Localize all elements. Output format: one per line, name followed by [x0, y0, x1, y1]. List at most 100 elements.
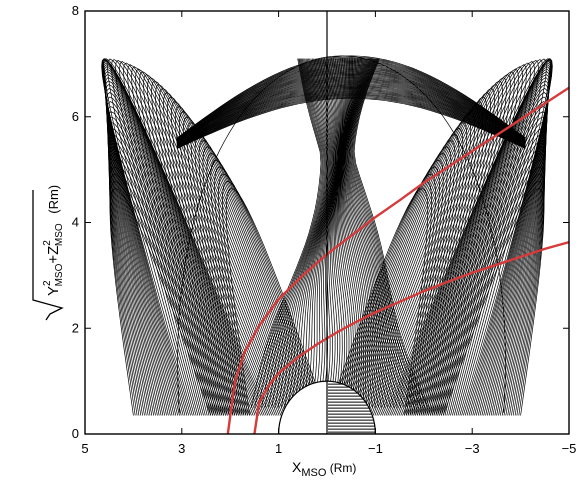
- field-line-crown: [176, 88, 526, 147]
- y-axis-z-sub: MSO: [54, 223, 65, 246]
- y-tick-label: 6: [72, 109, 79, 124]
- field-line-crown: [176, 84, 526, 146]
- field-line-central: [348, 58, 408, 408]
- field-line-outer: [106, 92, 241, 416]
- field-line-central: [315, 58, 339, 408]
- field-line-outer: [376, 61, 535, 416]
- field-line-outer: [104, 77, 249, 416]
- field-line-crown: [176, 81, 526, 145]
- field-line-central: [264, 58, 326, 408]
- field-line-outer: [402, 71, 550, 416]
- field-line-outer: [109, 180, 214, 416]
- x-tick-label: −3: [465, 441, 480, 456]
- field-line-outer: [409, 84, 549, 416]
- field-line-outer: [380, 59, 543, 416]
- field-line-crown: [176, 83, 526, 146]
- field-line-outer: [437, 166, 545, 416]
- field-line-central: [271, 58, 328, 408]
- y-axis: 0 2 4 6 8: [72, 3, 569, 441]
- field-line-outer: [101, 59, 265, 416]
- field-line-crown: [176, 93, 526, 148]
- field-line-outer: [422, 116, 547, 416]
- field-line-outer: [218, 173, 324, 416]
- field-line-outer: [439, 173, 545, 416]
- field-line-outer: [398, 66, 551, 416]
- y-axis-plus: +: [45, 255, 62, 264]
- field-line-crown: [176, 69, 526, 142]
- field-line-central: [257, 58, 324, 408]
- field-line-outer: [416, 101, 548, 416]
- field-line-crown: [176, 74, 526, 143]
- field-line-crown: [176, 56, 526, 139]
- field-line-central: [351, 58, 419, 408]
- field-line-crown: [176, 64, 526, 141]
- field-line-outer: [108, 133, 226, 416]
- field-line-central: [261, 58, 325, 408]
- field-line-central: [352, 58, 426, 408]
- y-axis-unit: (Rm): [46, 185, 61, 218]
- field-line-central: [342, 58, 370, 408]
- field-line-outer: [385, 58, 553, 416]
- y-axis-title: Y2MSO+Z2MSO (Rm): [32, 185, 65, 321]
- field-line-central: [338, 58, 354, 408]
- field-line-outer: [108, 152, 221, 416]
- field-line-crown: [176, 90, 526, 147]
- field-line-crown: [176, 85, 526, 146]
- radical-sign-icon: [32, 190, 64, 321]
- field-line-central: [267, 58, 327, 408]
- field-line-central: [335, 58, 348, 408]
- field-line-outer: [103, 66, 256, 416]
- field-line-central: [310, 58, 338, 408]
- field-line-outer: [400, 68, 551, 416]
- field-line-crown: [176, 79, 526, 145]
- field-line-crown: [176, 77, 526, 144]
- y-axis-z-sup: 2: [42, 240, 53, 246]
- field-line-outer: [433, 152, 546, 416]
- field-envelope: [177, 55, 506, 413]
- field-line-crown: [176, 92, 526, 148]
- field-line-central: [337, 58, 352, 408]
- field-line-outer: [405, 77, 550, 416]
- field-line-central: [299, 58, 335, 408]
- field-line-outer: [175, 106, 304, 416]
- field-line-central: [346, 58, 398, 408]
- field-line-central: [332, 58, 343, 408]
- field-line-outer: [435, 159, 545, 416]
- field-line-crown: [176, 87, 526, 147]
- field-line-central: [331, 58, 342, 408]
- field-line-outer: [374, 62, 531, 416]
- field-line-central: [287, 58, 333, 408]
- field-line-crown: [176, 91, 526, 148]
- field-line-central: [343, 58, 382, 408]
- field-line-crown: [176, 58, 526, 139]
- field-line-outer: [102, 62, 260, 416]
- field-line-crown: [176, 55, 526, 139]
- y-axis-z: Z: [45, 246, 62, 255]
- field-line-central: [329, 58, 342, 408]
- field-line-crown: [176, 70, 526, 142]
- field-line-outer: [106, 101, 238, 416]
- field-line-crown: [176, 67, 526, 142]
- field-line-outer: [109, 166, 217, 416]
- field-line-crown: [176, 76, 526, 144]
- field-line-central: [345, 58, 392, 408]
- field-line-outer: [109, 173, 215, 416]
- field-line-outer: [108, 146, 223, 416]
- field-line-crown: [176, 61, 526, 140]
- field-line-central: [347, 58, 405, 408]
- field-line-crown: [176, 80, 526, 145]
- y-tick-label: 4: [72, 215, 79, 230]
- field-line-outer: [387, 58, 553, 416]
- field-line-outer: [429, 139, 546, 416]
- field-line-outer: [108, 139, 225, 416]
- field-line-crown: [176, 95, 526, 149]
- field-line-central: [290, 58, 333, 408]
- field-line-central: [349, 58, 412, 408]
- field-line-central: [254, 58, 323, 408]
- field-line-central: [353, 58, 429, 408]
- field-line-outer: [393, 61, 552, 416]
- field-line-crown: [176, 75, 526, 144]
- field-line-central: [347, 58, 402, 408]
- field-line-outer: [428, 133, 546, 416]
